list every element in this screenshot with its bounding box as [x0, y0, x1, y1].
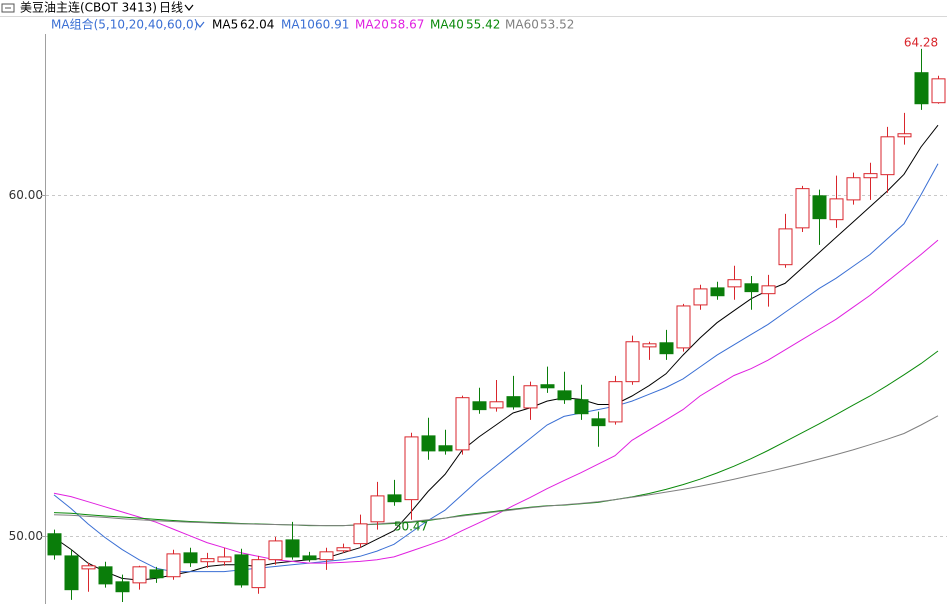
candle-body: [812, 195, 827, 220]
candle-body: [268, 540, 283, 561]
candle-body: [149, 569, 164, 579]
candle-body: [302, 555, 317, 561]
candle-body: [353, 523, 368, 545]
candle-body: [710, 287, 725, 297]
legend-value: 55.42: [466, 18, 500, 32]
legend-name: MA60: [505, 18, 539, 32]
candle-body: [931, 78, 946, 104]
candle-body: [370, 495, 385, 523]
y-tick-label: 60.00: [9, 188, 43, 202]
candle-body: [81, 565, 96, 570]
toolbar-icon[interactable]: [1, 3, 15, 13]
labels: 64.28 50.47: [394, 35, 938, 533]
candle-body: [115, 581, 130, 593]
candle-body: [642, 343, 657, 348]
ma-line: [53, 350, 939, 527]
candle-body: [387, 494, 402, 503]
max-price-label: 64.28: [904, 35, 938, 49]
legend-value: 62.04: [240, 18, 274, 32]
candle-body: [897, 133, 912, 138]
candle-body: [506, 396, 521, 408]
candle-body: [761, 285, 776, 295]
candle-body: [285, 539, 300, 558]
legend: MA5 62.04 MA10 60.91 MA20 58.67 MA40 55.42 MA60 5…: [212, 18, 574, 32]
candle-body: [727, 279, 742, 288]
candle-body: [846, 177, 861, 201]
candle-body: [455, 397, 470, 451]
candle-body: [625, 341, 640, 383]
y-tick-label: 50.00: [9, 529, 43, 543]
candle-body: [404, 436, 419, 501]
candle-body: [438, 445, 453, 452]
candle-body: [336, 547, 351, 552]
min-price-label: 50.47: [394, 519, 428, 533]
candle-body: [914, 72, 929, 105]
legend-value: 53.52: [540, 18, 574, 32]
candle-body: [200, 558, 215, 563]
legend-name: MA10: [281, 18, 315, 32]
toolbar: 美豆油主连(CBOT 3413) 日线: [0, 0, 947, 17]
legend-value: 60.91: [315, 18, 349, 32]
candle-body: [880, 136, 895, 176]
ma-group-chevron[interactable]: [195, 21, 205, 28]
legend-name: MA20: [355, 18, 389, 32]
candle-body: [608, 381, 623, 423]
candle-body: [795, 188, 810, 229]
candle-body: [64, 555, 79, 591]
candle-body: [98, 566, 113, 585]
candle-body: [132, 566, 147, 584]
ma-line: [53, 415, 939, 527]
candle-body: [47, 533, 62, 556]
ma-line: [53, 124, 939, 581]
candle-body: [744, 283, 759, 293]
ma-line: [53, 163, 939, 573]
candle-body: [472, 401, 487, 411]
candle-body: [217, 556, 232, 563]
candle-body: [574, 399, 589, 415]
legend-name: MA5: [212, 18, 238, 32]
candle-body: [829, 198, 844, 221]
ma-group-label[interactable]: MA组合(5,10,20,40,60,0): [51, 17, 198, 32]
candle-body: [166, 553, 181, 578]
instrument-title: 美豆油主连(CBOT 3413): [20, 0, 157, 15]
moving-averages: [53, 124, 939, 581]
legend-value: 58.67: [390, 18, 424, 32]
candle-body: [251, 559, 266, 589]
candles: [47, 48, 946, 602]
candle-body: [693, 288, 708, 306]
candle-body: [863, 173, 878, 179]
ma-line: [53, 239, 939, 564]
candle-body: [778, 228, 793, 266]
candle-body: [489, 401, 504, 409]
candle-body: [523, 385, 538, 409]
candle-body: [234, 554, 249, 586]
candle-body: [183, 552, 198, 564]
candle-body: [421, 435, 436, 452]
candle-body: [319, 551, 334, 561]
period-chevron[interactable]: [184, 4, 194, 11]
candle-body: [557, 390, 572, 401]
candle-body: [540, 384, 555, 389]
candle-body: [659, 342, 674, 355]
candle-body: [591, 418, 606, 427]
period-selector[interactable]: 日线: [159, 1, 183, 15]
grid: 50.00 60.00: [9, 188, 947, 543]
candle-body: [676, 305, 691, 349]
legend-name: MA40: [430, 18, 464, 32]
